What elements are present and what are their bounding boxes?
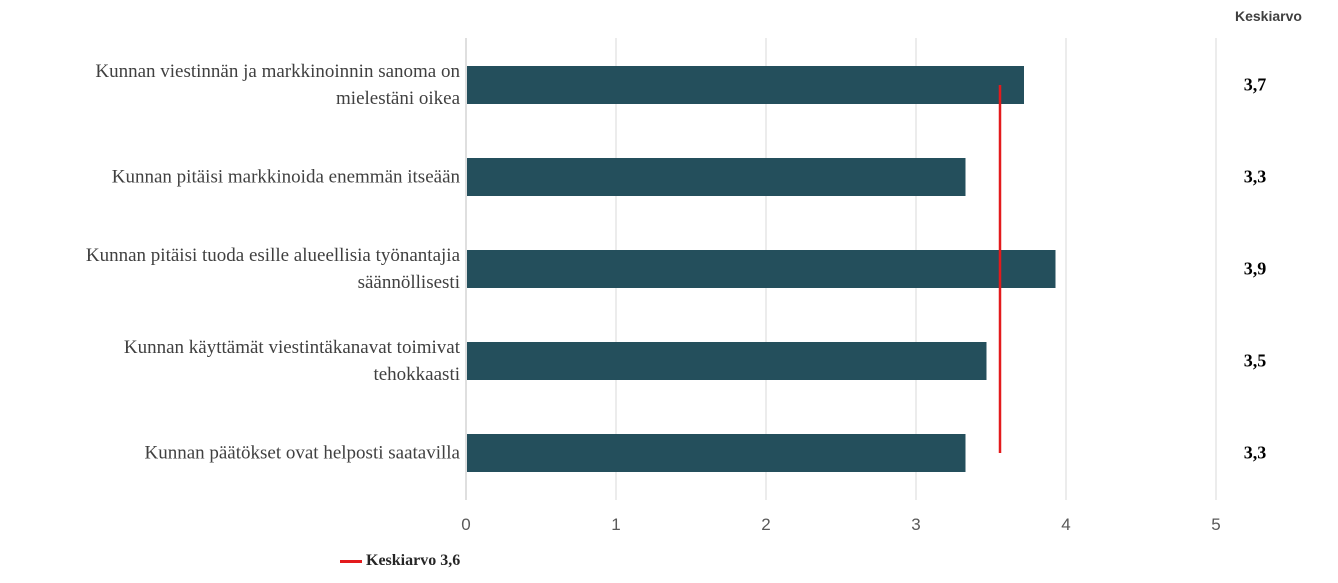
x-tick-label: 2: [761, 515, 770, 534]
bar: [467, 250, 1056, 288]
mean-value-label: 3,5: [1243, 350, 1267, 371]
bar: [467, 342, 987, 380]
category-label-line: Kunnan käyttämät viestintäkanavat toimiv…: [123, 337, 460, 358]
legend-label: Keskiarvo 3,6: [366, 552, 461, 569]
category-label-line: tehokkaasti: [373, 364, 460, 385]
category-label-line: Kunnan päätökset ovat helposti saatavill…: [144, 442, 460, 464]
x-tick-label: 5: [1211, 515, 1220, 534]
legend-line-swatch: [340, 559, 362, 563]
category-label-line: mielestäni oikea: [336, 88, 460, 109]
bar: [467, 158, 966, 196]
column-header: Keskiarvo: [1235, 8, 1302, 24]
mean-value-label: 3,3: [1243, 166, 1267, 187]
x-tick-label: 4: [1061, 515, 1070, 534]
x-tick-label: 3: [911, 515, 920, 534]
mean-value-label: 3,3: [1243, 442, 1267, 463]
x-tick-label: 1: [611, 515, 620, 534]
category-label: Kunnan päätökset ovat helposti saatavill…: [10, 440, 460, 467]
bar: [467, 66, 1024, 104]
category-label-line: Kunnan pitäisi tuoda esille alueellisia …: [85, 245, 460, 266]
bar: [467, 434, 966, 472]
mean-value-label: 3,9: [1243, 258, 1267, 279]
category-label: Kunnan käyttämät viestintäkanavat toimiv…: [10, 334, 460, 388]
mean-value-label: 3,7: [1243, 74, 1267, 95]
category-label: Kunnan viestinnän ja markkinoinnin sanom…: [10, 58, 460, 112]
category-label-line: Kunnan viestinnän ja markkinoinnin sanom…: [95, 61, 460, 82]
category-label-line: säännöllisesti: [357, 272, 460, 293]
category-label: Kunnan pitäisi markkinoida enemmän itseä…: [10, 164, 460, 191]
category-label: Kunnan pitäisi tuoda esille alueellisia …: [10, 242, 460, 296]
x-tick-label: 0: [461, 515, 470, 534]
legend: Keskiarvo 3,6: [340, 552, 460, 570]
category-label-line: Kunnan pitäisi markkinoida enemmän itseä…: [111, 166, 460, 188]
